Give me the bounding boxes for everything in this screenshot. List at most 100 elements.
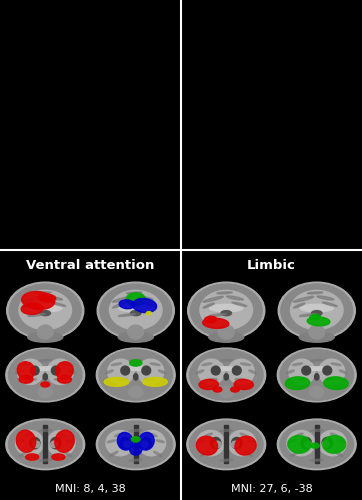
Ellipse shape <box>228 430 256 456</box>
Ellipse shape <box>119 304 152 312</box>
Ellipse shape <box>232 302 247 306</box>
Ellipse shape <box>214 366 239 370</box>
Ellipse shape <box>331 433 338 436</box>
Ellipse shape <box>132 298 157 312</box>
Ellipse shape <box>310 459 323 461</box>
Ellipse shape <box>323 302 337 306</box>
Ellipse shape <box>37 325 53 339</box>
Ellipse shape <box>205 316 216 322</box>
Ellipse shape <box>19 452 28 456</box>
Ellipse shape <box>209 378 218 380</box>
Ellipse shape <box>16 430 43 456</box>
Ellipse shape <box>322 441 329 448</box>
Ellipse shape <box>117 432 133 450</box>
Ellipse shape <box>156 440 164 442</box>
Ellipse shape <box>203 296 223 302</box>
Ellipse shape <box>8 421 82 468</box>
Ellipse shape <box>249 370 256 374</box>
Ellipse shape <box>118 378 127 380</box>
Ellipse shape <box>109 290 162 330</box>
Ellipse shape <box>63 452 71 456</box>
Ellipse shape <box>112 296 133 302</box>
Ellipse shape <box>292 363 303 366</box>
Ellipse shape <box>337 440 345 442</box>
Ellipse shape <box>240 363 251 366</box>
Ellipse shape <box>310 314 320 320</box>
Ellipse shape <box>130 360 142 366</box>
Ellipse shape <box>17 362 35 380</box>
Ellipse shape <box>247 440 255 442</box>
Ellipse shape <box>59 363 70 366</box>
Ellipse shape <box>142 302 156 306</box>
Ellipse shape <box>28 378 37 380</box>
Ellipse shape <box>19 376 33 383</box>
Ellipse shape <box>9 284 81 337</box>
Ellipse shape <box>39 430 52 432</box>
Ellipse shape <box>28 314 45 316</box>
Ellipse shape <box>203 318 229 328</box>
Ellipse shape <box>108 359 134 384</box>
Ellipse shape <box>138 432 154 450</box>
Ellipse shape <box>33 366 58 370</box>
Text: Limbic: Limbic <box>247 260 296 272</box>
Ellipse shape <box>307 317 330 326</box>
Ellipse shape <box>322 438 333 449</box>
Ellipse shape <box>118 314 136 316</box>
Ellipse shape <box>96 348 175 402</box>
Ellipse shape <box>293 296 314 302</box>
Ellipse shape <box>26 454 39 460</box>
Ellipse shape <box>55 430 74 452</box>
Ellipse shape <box>129 459 142 461</box>
Ellipse shape <box>188 282 265 339</box>
Ellipse shape <box>240 433 248 436</box>
Ellipse shape <box>331 363 341 366</box>
Ellipse shape <box>220 430 233 432</box>
Ellipse shape <box>99 350 173 401</box>
Ellipse shape <box>47 430 75 456</box>
Ellipse shape <box>339 370 347 374</box>
Ellipse shape <box>130 444 142 455</box>
Ellipse shape <box>16 430 36 452</box>
Ellipse shape <box>128 325 144 339</box>
Ellipse shape <box>68 370 75 374</box>
Ellipse shape <box>290 290 343 330</box>
Ellipse shape <box>288 440 296 442</box>
Ellipse shape <box>19 290 72 330</box>
Ellipse shape <box>150 433 157 436</box>
Ellipse shape <box>114 433 122 436</box>
Ellipse shape <box>110 452 118 456</box>
Ellipse shape <box>307 292 323 294</box>
Text: MNI: 8, 4, 38: MNI: 8, 4, 38 <box>55 484 126 494</box>
Ellipse shape <box>28 332 63 342</box>
Ellipse shape <box>138 430 165 456</box>
Ellipse shape <box>33 441 40 448</box>
Ellipse shape <box>51 366 60 375</box>
Ellipse shape <box>96 419 175 470</box>
Ellipse shape <box>198 359 224 384</box>
Ellipse shape <box>299 314 317 316</box>
Ellipse shape <box>304 366 329 370</box>
Ellipse shape <box>129 360 142 362</box>
Ellipse shape <box>141 438 152 449</box>
Ellipse shape <box>324 377 348 390</box>
Ellipse shape <box>17 359 43 384</box>
Ellipse shape <box>6 419 85 470</box>
Ellipse shape <box>46 296 63 300</box>
Ellipse shape <box>287 370 294 374</box>
Ellipse shape <box>52 454 65 460</box>
Ellipse shape <box>22 296 42 302</box>
Text: MNI: 27, 6, -38: MNI: 27, 6, -38 <box>231 484 312 494</box>
Ellipse shape <box>287 430 315 456</box>
Ellipse shape <box>123 441 130 448</box>
Ellipse shape <box>29 438 40 449</box>
Ellipse shape <box>334 452 343 456</box>
Ellipse shape <box>198 440 206 442</box>
Ellipse shape <box>317 296 334 300</box>
Ellipse shape <box>24 433 31 436</box>
Ellipse shape <box>58 376 72 383</box>
Ellipse shape <box>231 387 239 392</box>
Ellipse shape <box>21 303 43 314</box>
Ellipse shape <box>310 360 323 362</box>
Ellipse shape <box>299 378 308 380</box>
Ellipse shape <box>209 332 244 342</box>
